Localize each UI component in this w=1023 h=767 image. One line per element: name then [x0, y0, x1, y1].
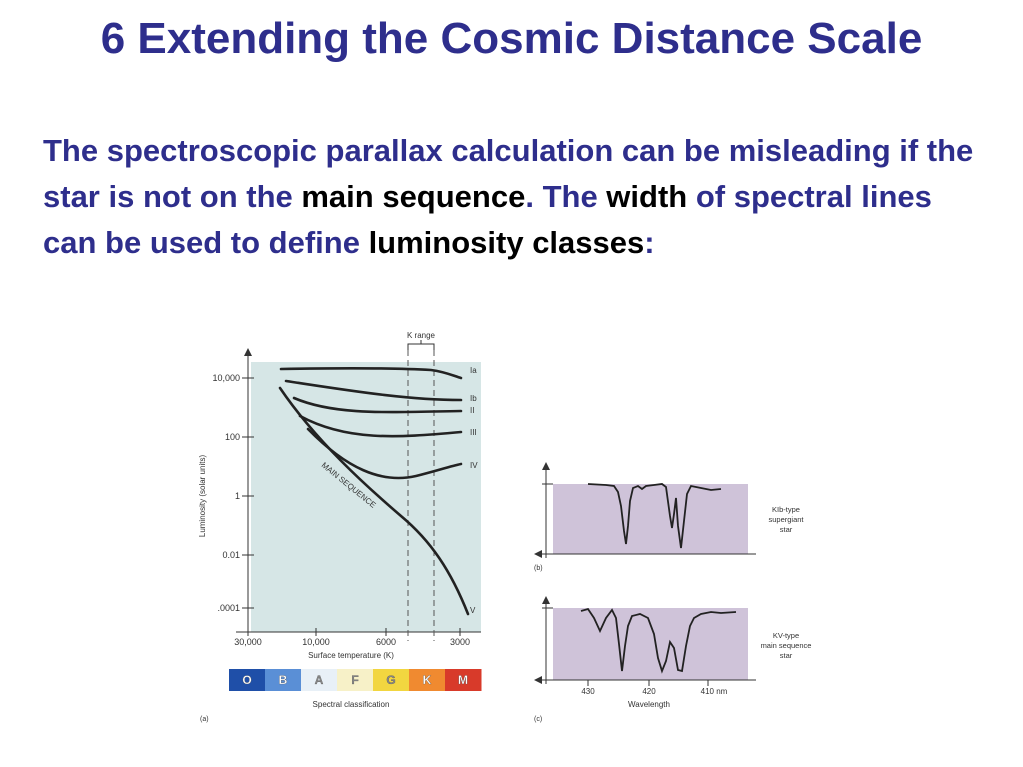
spectral-class-label: O: [242, 673, 251, 687]
hr-diagram-figure: 10,000 100 1 0.01 .0001 Luminosity (sola…: [198, 331, 811, 723]
spectrum-c-star-label-line2: main sequence: [761, 641, 812, 650]
panel-a-label: (a): [200, 716, 209, 723]
spectral-class-swatch: [373, 669, 410, 691]
spectral-class-label: F: [351, 673, 358, 687]
slide-title: 6 Extending the Cosmic Distance Scale: [100, 14, 923, 63]
class-label-ii: II: [470, 406, 474, 415]
spectrum-c-y-arrow-icon: [542, 596, 550, 604]
spectrum-c-background: [553, 608, 748, 680]
spectrum-c-x-tick-marks: [587, 680, 709, 686]
curve-class-ii: [292, 396, 463, 414]
spectrum-b-y-arrow-icon: [542, 462, 550, 470]
y-tick-label: 1: [235, 491, 240, 501]
spectrum-c-x-tick-label: 430: [581, 687, 595, 696]
class-label-iv: IV: [470, 461, 478, 470]
spectral-class-label: A: [315, 673, 324, 687]
panel-b: KIb-type supergiant star (b): [534, 462, 804, 572]
paragraph-segment: of spectral lines can be used to define: [43, 179, 932, 260]
spectrum-b-star-label-line2: supergiant: [768, 515, 804, 524]
paragraph-segment: . The: [525, 179, 607, 214]
y-tick-marks: [242, 377, 254, 609]
spectral-class-label: B: [279, 673, 288, 687]
y-axis-label: Luminosity (solar units): [198, 455, 207, 538]
spectral-class-label: G: [386, 673, 395, 687]
x-axis-label: Surface temperature (K): [308, 651, 394, 660]
emphasized-term: width: [606, 179, 688, 214]
y-tick-label: 0.01: [222, 550, 240, 560]
x-tick-label: 10,000: [302, 637, 330, 647]
panel-c-label: (c): [534, 716, 542, 723]
class-label-v: V: [470, 606, 476, 615]
spectrum-b-line-profile: [587, 483, 722, 549]
spectrum-b-background: [553, 484, 748, 554]
paragraph-segment: The spectroscopic parallax calculation c…: [43, 133, 974, 214]
panel-c: KV-type main sequence star 430 420 410 n…: [534, 596, 811, 723]
spectral-class-label: M: [458, 673, 468, 687]
x-tick-label: 3000: [450, 637, 470, 647]
spectrum-c-x-tick-label: 420: [642, 687, 656, 696]
luminosity-class-curves: [278, 367, 470, 616]
spectral-class-swatch: [409, 669, 446, 691]
spectrum-b-star-label-line3: star: [780, 525, 793, 534]
curve-class-ia: [279, 367, 463, 380]
class-label-ia: Ia: [470, 366, 477, 375]
spectral-class-swatch: [445, 669, 482, 691]
spectrum-c-line-profile: [580, 607, 737, 674]
y-axis-arrow-icon: [244, 348, 252, 356]
emphasized-term: main sequence: [301, 179, 526, 214]
x-tick-label: 30,000: [234, 637, 262, 647]
y-tick-label: 100: [225, 432, 240, 442]
class-label-ib: Ib: [470, 394, 477, 403]
k-range-bracket: [407, 340, 435, 350]
spectral-class-label: K: [423, 673, 432, 687]
spectral-classification-label: Spectral classification: [313, 700, 390, 709]
curve-class-iii: [298, 414, 463, 438]
emphasized-term: luminosity classes: [368, 225, 645, 260]
spectral-class-swatch: [337, 669, 374, 691]
class-label-iii: III: [470, 428, 477, 437]
spectrum-c-x-axis-label: Wavelength: [628, 700, 670, 709]
x-tick-label: 6000: [376, 637, 396, 647]
spectral-class-swatch: [229, 669, 266, 691]
spectrum-c-x-arrow-icon: [534, 676, 542, 684]
hr-plot-background: [251, 362, 481, 632]
y-tick-label: 10,000: [212, 373, 240, 383]
spectral-class-swatch: [301, 669, 338, 691]
curve-main-sequence: [278, 386, 470, 616]
spectrum-c-star-label-line3: star: [780, 651, 793, 660]
paragraph-segment: :: [644, 225, 655, 260]
spectrum-c-x-tick-label: 410 nm: [701, 687, 728, 696]
spectrum-b-star-label-line1: KIb-type: [772, 505, 800, 514]
y-tick-label: .0001: [217, 603, 240, 613]
x-tick-marks: [247, 628, 461, 636]
curve-class-ib: [284, 379, 463, 402]
spectral-class-swatch: [265, 669, 302, 691]
panel-a: 10,000 100 1 0.01 .0001 Luminosity (sola…: [198, 331, 482, 723]
spectrum-b-x-arrow-icon: [534, 550, 542, 558]
panel-b-label: (b): [534, 565, 543, 572]
spectrum-c-star-label-line1: KV-type: [773, 631, 799, 640]
k-range-label: K range: [407, 331, 436, 340]
slide-body-text: The spectroscopic parallax calculation c…: [43, 128, 993, 266]
